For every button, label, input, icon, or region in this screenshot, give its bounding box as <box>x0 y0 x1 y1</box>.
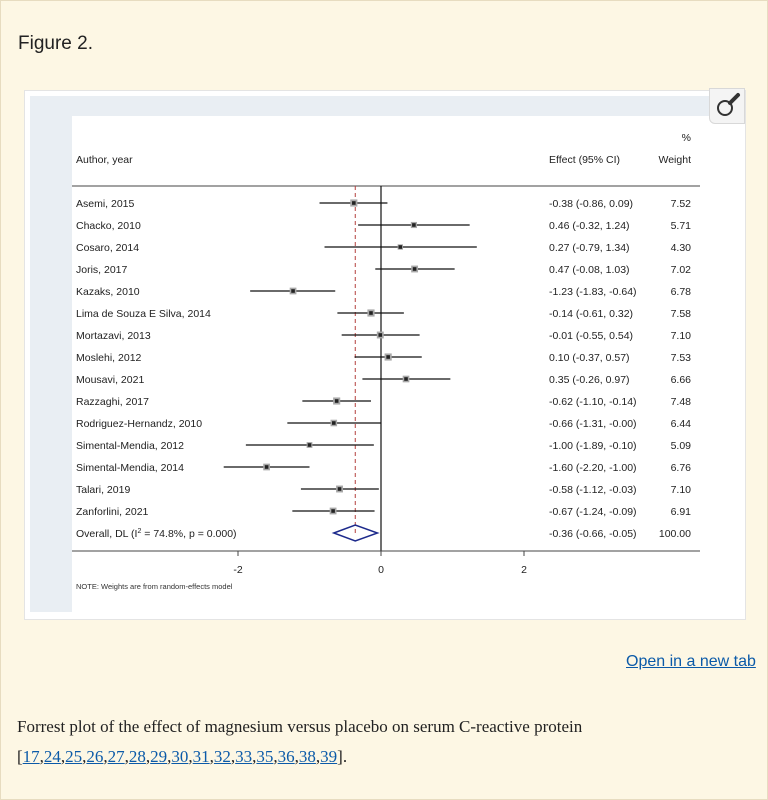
study-weight: 5.09 <box>671 440 692 452</box>
study-effect: -0.62 (-1.10, -0.14) <box>549 396 637 408</box>
study-label: Chacko, 2010 <box>76 220 141 232</box>
overall-weight: 100.00 <box>659 528 691 540</box>
x-tick-label: -2 <box>233 564 242 576</box>
caption-text: Forrest plot of the effect of magnesium … <box>17 717 583 736</box>
study-effect: -1.60 (-2.20, -1.00) <box>549 462 637 474</box>
study-label: Kazaks, 2010 <box>76 286 140 298</box>
study-point <box>386 355 390 359</box>
header-weight-percent: % <box>682 132 691 144</box>
header-effect: Effect (95% CI) <box>549 154 620 166</box>
study-label: Talari, 2019 <box>76 484 130 496</box>
study-point <box>334 399 339 403</box>
citation-link-35[interactable]: 35 <box>256 747 274 766</box>
study-label: Mortazavi, 2013 <box>76 330 151 342</box>
study-point <box>331 509 335 513</box>
citation-link-26[interactable]: 26 <box>86 747 104 766</box>
study-point <box>337 487 342 491</box>
citation-link-31[interactable]: 31 <box>192 747 210 766</box>
citation-link-36[interactable]: 36 <box>277 747 295 766</box>
citation-link-30[interactable]: 30 <box>171 747 189 766</box>
study-label: Moslehi, 2012 <box>76 352 142 364</box>
x-tick-label: 0 <box>378 564 384 576</box>
study-effect: -1.23 (-1.83, -0.64) <box>549 286 637 298</box>
study-effect: 0.46 (-0.32, 1.24) <box>549 220 630 232</box>
study-weight: 4.30 <box>671 242 692 254</box>
study-effect: -0.67 (-1.24, -0.09) <box>549 506 637 518</box>
study-effect: -0.38 (-0.86, 0.09) <box>549 198 633 210</box>
header-weight: Weight <box>659 154 692 166</box>
study-weight: 7.58 <box>671 308 692 320</box>
x-tick-label: 2 <box>521 564 527 576</box>
citation-link-38[interactable]: 38 <box>298 747 316 766</box>
study-effect: -1.00 (-1.89, -0.10) <box>549 440 637 452</box>
study-weight: 6.78 <box>671 286 692 298</box>
figure-caption: Forrest plot of the effect of magnesium … <box>17 712 757 772</box>
citation-link-25[interactable]: 25 <box>65 747 83 766</box>
study-weight: 7.52 <box>671 198 692 210</box>
study-weight: 5.71 <box>671 220 692 232</box>
study-effect: 0.10 (-0.37, 0.57) <box>549 352 630 364</box>
study-weight: 6.44 <box>671 418 692 430</box>
caption-references: [17,24,25,26,27,28,29,30,31,32,33,35,36,… <box>17 747 348 766</box>
magnifier-button[interactable] <box>709 88 745 124</box>
study-effect: -0.66 (-1.31, -0.00) <box>549 418 637 430</box>
study-effect: -0.14 (-0.61, 0.32) <box>549 308 633 320</box>
study-point <box>264 465 269 469</box>
study-label: Simental-Mendia, 2012 <box>76 440 184 452</box>
study-point <box>404 377 408 381</box>
citation-link-24[interactable]: 24 <box>43 747 61 766</box>
study-weight: 6.76 <box>671 462 692 474</box>
magnifier-icon <box>717 93 740 116</box>
study-weight: 6.91 <box>671 506 692 518</box>
citation-link-28[interactable]: 28 <box>128 747 146 766</box>
study-point <box>378 333 383 337</box>
citation-link-29[interactable]: 29 <box>150 747 168 766</box>
overall-label: Overall, DL (I2 = 74.8%, p = 0.000) <box>76 528 237 540</box>
overall-label-sup: 2 <box>137 528 141 535</box>
study-weight: 7.10 <box>671 330 692 342</box>
study-label: Rodriguez-Hernandz, 2010 <box>76 418 202 430</box>
study-effect: -0.01 (-0.55, 0.54) <box>549 330 633 342</box>
study-point <box>412 267 417 271</box>
study-effect: -0.58 (-1.12, -0.03) <box>549 484 637 496</box>
footnote: NOTE: Weights are from random-effects mo… <box>76 582 233 591</box>
study-label: Joris, 2017 <box>76 264 128 276</box>
study-label: Cosaro, 2014 <box>76 242 139 254</box>
study-point <box>369 311 373 315</box>
study-weight: 7.10 <box>671 484 692 496</box>
study-effect: 0.27 (-0.79, 1.34) <box>549 242 630 254</box>
study-label: Asemi, 2015 <box>76 198 135 210</box>
study-effect: 0.47 (-0.08, 1.03) <box>549 264 630 276</box>
study-weight: 7.48 <box>671 396 692 408</box>
overall-label-suffix: = 74.8%, p = 0.000) <box>141 528 236 540</box>
study-point <box>291 289 295 293</box>
citation-link-33[interactable]: 33 <box>235 747 253 766</box>
study-point <box>412 223 416 227</box>
overall-diamond <box>331 524 380 542</box>
study-label: Mousavi, 2021 <box>76 374 144 386</box>
citation-link-39[interactable]: 39 <box>320 747 338 766</box>
open-in-new-tab-link[interactable]: Open in a new tab <box>626 653 756 670</box>
overall-label-prefix: Overall, DL (I <box>76 528 137 540</box>
figure-label: Figure 2. <box>18 33 93 54</box>
study-point <box>352 201 356 205</box>
study-label: Razzaghi, 2017 <box>76 396 149 408</box>
citation-link-27[interactable]: 27 <box>107 747 125 766</box>
overall-effect: -0.36 (-0.66, -0.05) <box>549 528 637 540</box>
citation-link-17[interactable]: 17 <box>22 747 40 766</box>
study-label: Simental-Mendia, 2014 <box>76 462 184 474</box>
study-point <box>398 245 403 249</box>
study-weight: 7.53 <box>671 352 692 364</box>
study-weight: 7.02 <box>671 264 692 276</box>
study-label: Zanforlini, 2021 <box>76 506 149 518</box>
citation-link-32[interactable]: 32 <box>213 747 231 766</box>
study-effect: 0.35 (-0.26, 0.97) <box>549 374 630 386</box>
study-weight: 6.66 <box>671 374 692 386</box>
study-point <box>332 421 336 425</box>
plot-area <box>72 116 740 612</box>
study-point <box>307 443 312 447</box>
header-author: Author, year <box>76 154 133 166</box>
study-label: Lima de Souza E Silva, 2014 <box>76 308 211 320</box>
